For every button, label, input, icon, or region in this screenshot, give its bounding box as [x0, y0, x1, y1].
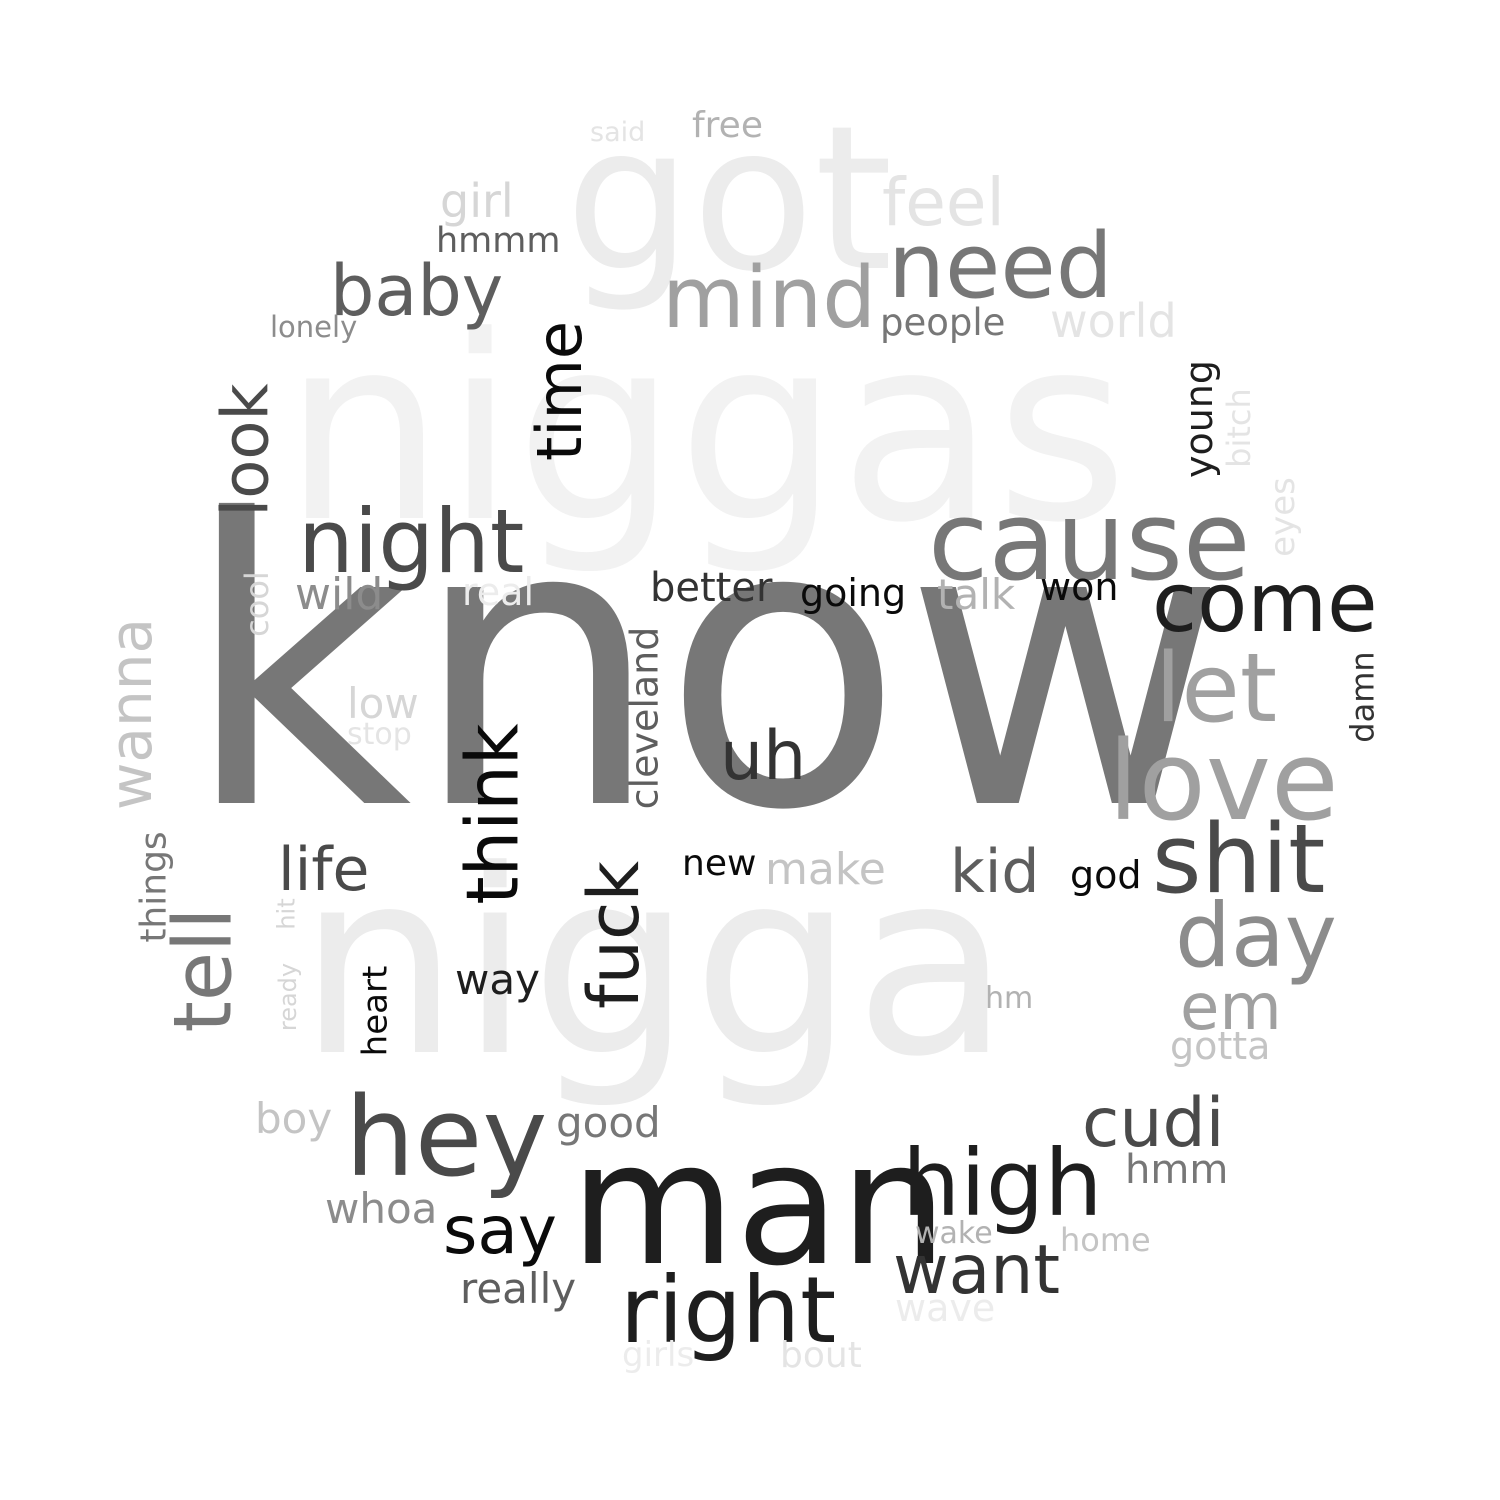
word-home: home	[1060, 1221, 1151, 1259]
word-kid: kid	[950, 837, 1040, 907]
word-niggas: niggas	[283, 282, 1129, 579]
word-really: really	[460, 1264, 577, 1313]
word-time: time	[523, 320, 597, 462]
word-damn: damn	[1343, 651, 1382, 743]
word-nigga: nigga	[298, 816, 1011, 1113]
word-better: better	[650, 565, 773, 611]
word-say: say	[443, 1192, 557, 1269]
word-baby: baby	[330, 250, 504, 332]
word-said: said	[590, 117, 646, 148]
word-way: way	[455, 955, 540, 1004]
word-girls: girls	[622, 1335, 695, 1375]
word-boy: boy	[255, 1094, 333, 1143]
word-tell: tell	[156, 907, 250, 1033]
word-talk: talk	[937, 570, 1016, 619]
word-high: high	[902, 1130, 1103, 1237]
word-shit: shit	[1152, 805, 1326, 915]
word-people: people	[880, 301, 1006, 344]
word-mind: mind	[662, 249, 877, 348]
word-new: new	[682, 843, 757, 884]
word-wild: wild	[295, 569, 384, 620]
word-want: want	[893, 1231, 1061, 1310]
word-come: come	[1152, 556, 1378, 651]
word-free: free	[692, 105, 763, 146]
word-bout: bout	[780, 1335, 862, 1376]
word-cudi: cudi	[1082, 1084, 1225, 1163]
word-cause: cause	[928, 477, 1251, 605]
word-gotta: gotta	[1170, 1024, 1271, 1068]
word-hm: hm	[985, 981, 1034, 1016]
word-cleveland: cleveland	[622, 626, 667, 810]
word-good: good	[556, 1098, 661, 1147]
word-got: got	[565, 83, 893, 316]
word-uh: uh	[720, 717, 807, 796]
word-feel: feel	[882, 164, 1005, 241]
word-em: em	[1180, 971, 1282, 1045]
word-need: need	[888, 214, 1113, 319]
word-hmmm: hmmm	[436, 221, 561, 261]
word-wanna: wanna	[97, 617, 166, 811]
word-young: young	[1177, 359, 1222, 479]
word-make: make	[765, 844, 886, 895]
word-let: let	[1155, 634, 1278, 744]
word-low: low	[347, 679, 419, 728]
word-day: day	[1175, 884, 1337, 987]
word-bitch: bitch	[1219, 388, 1258, 468]
word-hey: hey	[345, 1073, 548, 1201]
word-wave: wave	[895, 1286, 996, 1330]
word-fuck: fuck	[573, 860, 656, 1010]
word-girl: girl	[440, 174, 514, 228]
word-know: know	[183, 437, 1227, 897]
word-eyes: eyes	[1262, 477, 1303, 557]
word-god: god	[1070, 853, 1142, 897]
word-whoa: whoa	[325, 1184, 438, 1233]
word-think: think	[450, 723, 535, 905]
word-going: going	[800, 571, 907, 615]
word-look: look	[209, 383, 284, 517]
word-cool: cool	[237, 571, 276, 637]
word-right: right	[620, 1257, 837, 1364]
word-world: world	[1050, 294, 1177, 348]
word-heart: heart	[355, 965, 396, 1057]
word-hmm: hmm	[1125, 1147, 1229, 1193]
word-man: man	[570, 1106, 948, 1304]
word-things: things	[133, 831, 175, 943]
word-won: won	[1040, 565, 1119, 609]
word-love: love	[1108, 717, 1339, 845]
word-life: life	[278, 835, 370, 905]
word-hit: hit	[272, 898, 301, 930]
word-stop: stop	[347, 717, 412, 752]
word-lonely: lonely	[270, 310, 358, 344]
word-wake: wake	[915, 1216, 993, 1251]
word-night: night	[298, 490, 525, 593]
word-ready: ready	[274, 962, 303, 1032]
word-real: real	[462, 570, 535, 614]
